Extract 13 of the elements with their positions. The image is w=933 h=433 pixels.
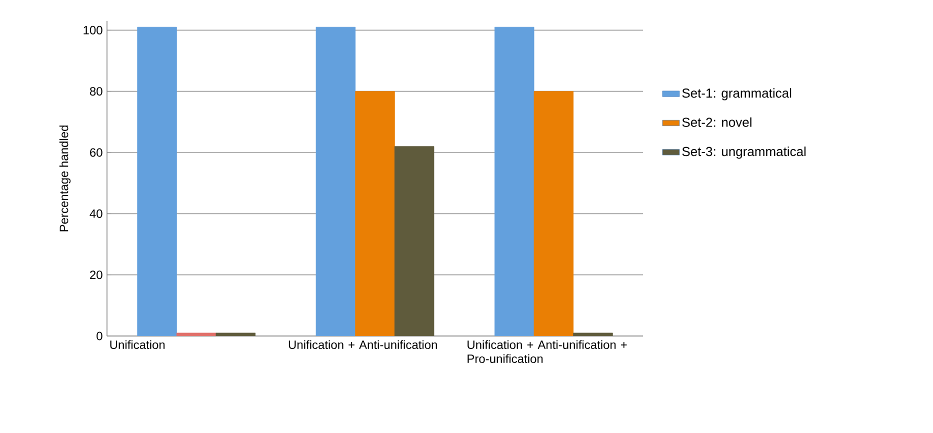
y-tick-label: 20 <box>90 270 102 280</box>
legend-label: Set-2: novel <box>682 117 752 127</box>
y-tick-label: 0 <box>96 332 102 340</box>
y-axis-title: Percentage handled <box>59 126 71 232</box>
y-tick-label: 100 <box>84 26 102 34</box>
y-tick-label: 40 <box>90 209 102 218</box>
x-tick-label: Unification + Anti-unification <box>288 340 437 350</box>
y-tick-label: 60 <box>90 148 102 157</box>
x-tick-label: Unification + Anti-unification + Pro-unification <box>468 340 627 364</box>
legend-label: Set-3: ungrammatical <box>682 146 806 159</box>
legend-label: Set-1: grammatical <box>682 88 792 100</box>
x-tick-label: Unification <box>110 340 165 350</box>
y-tick-label: 80 <box>90 87 102 96</box>
